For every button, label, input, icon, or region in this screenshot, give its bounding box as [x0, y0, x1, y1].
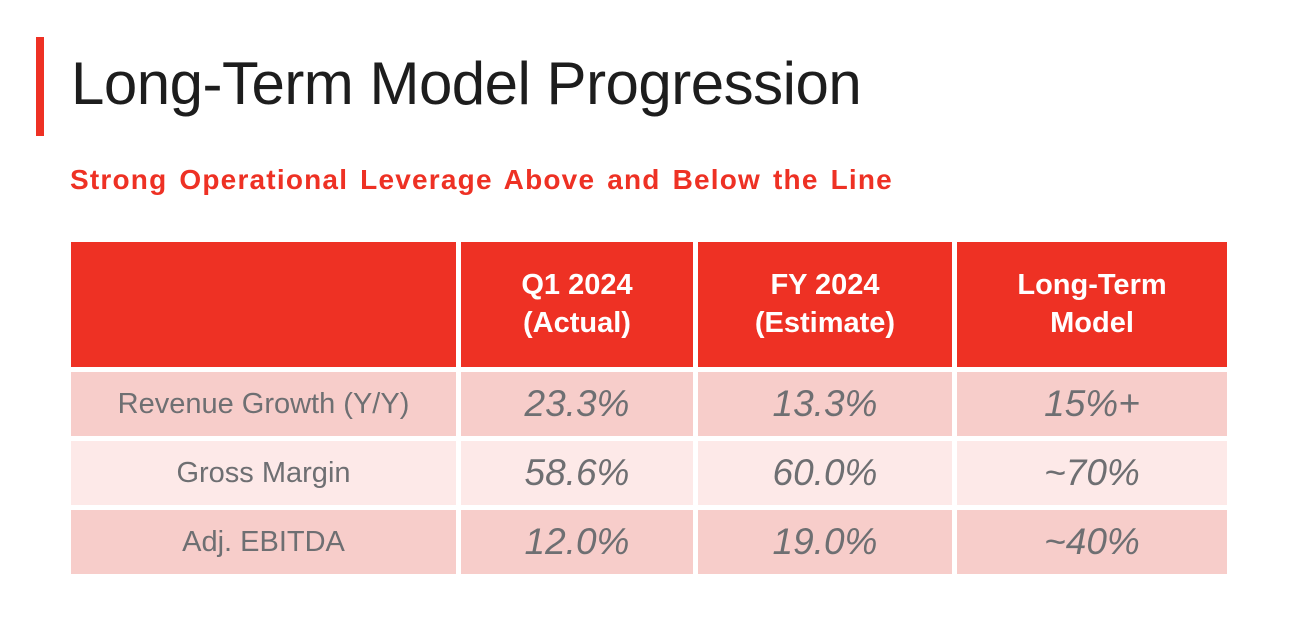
- adj-ebitda-fy-2024-value: 19.0%: [698, 510, 952, 574]
- revenue-growth-fy-2024-value: 13.3%: [698, 372, 952, 436]
- adj-ebitda-long-term-value: ~40%: [957, 510, 1227, 574]
- title-accent-bar: [36, 37, 44, 136]
- table-header-fy-2024-estimate: FY 2024 (Estimate): [698, 242, 952, 367]
- row-label-revenue-growth: Revenue Growth (Y/Y): [71, 372, 456, 436]
- table-header-empty-cell: [71, 242, 456, 367]
- gross-margin-q1-2024-value: 58.6%: [461, 441, 693, 505]
- revenue-growth-long-term-value: 15%+: [957, 372, 1227, 436]
- revenue-growth-q1-2024-value: 23.3%: [461, 372, 693, 436]
- page-title: Long-Term Model Progression: [71, 50, 862, 117]
- row-label-adj-ebitda: Adj. EBITDA: [71, 510, 456, 574]
- subtitle: Strong Operational Leverage Above and Be…: [70, 164, 893, 195]
- adj-ebitda-q1-2024-value: 12.0%: [461, 510, 693, 574]
- model-progression-table: Q1 2024 (Actual) FY 2024 (Estimate) Long…: [71, 242, 1227, 574]
- table-header-q1-2024-actual: Q1 2024 (Actual): [461, 242, 693, 367]
- gross-margin-fy-2024-value: 60.0%: [698, 441, 952, 505]
- table-header-long-term-model: Long-Term Model: [957, 242, 1227, 367]
- gross-margin-long-term-value: ~70%: [957, 441, 1227, 505]
- row-label-gross-margin: Gross Margin: [71, 441, 456, 505]
